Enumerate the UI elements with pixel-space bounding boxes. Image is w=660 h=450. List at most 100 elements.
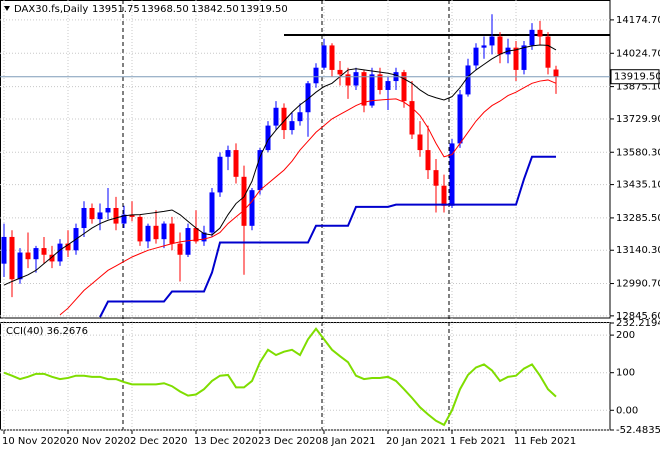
- candle-body: [457, 94, 463, 144]
- overlay-line: [99, 155, 556, 318]
- candle-body: [241, 176, 247, 226]
- candle-body: [161, 223, 167, 240]
- candle-body: [249, 190, 255, 226]
- candle-body: [353, 72, 359, 86]
- candle-body: [553, 69, 559, 77]
- candle-body: [89, 207, 95, 220]
- candle-body: [473, 47, 479, 66]
- cci-panel-frame: [0, 322, 611, 431]
- candle-body: [385, 81, 391, 90]
- candle-body: [153, 225, 159, 240]
- y-tick-label: 13140.30: [616, 245, 660, 256]
- candle-body: [433, 170, 439, 186]
- y-tick-label: 13875.10: [616, 82, 660, 93]
- candle-body: [57, 243, 63, 262]
- candle-body: [201, 232, 207, 242]
- y-tick-label: 12990.70: [616, 279, 660, 290]
- candle-body: [17, 252, 23, 280]
- candle-body: [81, 207, 87, 229]
- x-tick-label: 20 Nov 2020: [66, 436, 130, 447]
- candle-body: [297, 112, 303, 122]
- candle-body: [273, 107, 279, 126]
- y-tick-label: 13435.10: [616, 180, 660, 191]
- candle-body: [49, 254, 55, 262]
- candle-body: [321, 45, 327, 68]
- overlay-line: [59, 79, 557, 316]
- candle-body: [425, 150, 431, 171]
- candle-body: [345, 74, 351, 86]
- candle-body: [481, 45, 487, 48]
- candle-body: [449, 143, 455, 206]
- candle-body: [33, 248, 39, 260]
- candle-body: [113, 207, 119, 224]
- header-open: 13951.75: [92, 4, 140, 15]
- current-price-label: 13919.50: [614, 72, 660, 83]
- header-high: 13968.50: [141, 4, 189, 15]
- main-panel-frame: [0, 0, 611, 319]
- candle-body: [313, 67, 319, 84]
- x-tick-label: 13 Dec 2020: [194, 436, 258, 447]
- x-tick-label: 2 Dec 2020: [130, 436, 188, 447]
- candle-body: [209, 192, 215, 233]
- candle-body: [513, 47, 519, 70]
- candle-body: [105, 207, 111, 213]
- symbol-label: DAX30.fs,Daily: [14, 4, 88, 15]
- y-tick-label: 14024.70: [616, 48, 660, 59]
- candle-body: [169, 223, 175, 244]
- candle-body: [97, 212, 103, 220]
- candle-body: [257, 150, 263, 191]
- header-close: 13919.50: [240, 4, 288, 15]
- candle-body: [145, 225, 151, 242]
- x-tick-label: 23 Dec 2020: [258, 436, 322, 447]
- header-arrow: [4, 6, 10, 11]
- candle-body: [41, 248, 47, 255]
- candle-body: [361, 72, 367, 106]
- cci-line: [3, 327, 557, 427]
- y-tick-label: 14174.70: [616, 15, 660, 26]
- candle-body: [537, 29, 543, 37]
- candle-body: [417, 134, 423, 151]
- candle-body: [329, 45, 335, 70]
- candle-body: [281, 107, 287, 131]
- candle-body: [265, 125, 271, 151]
- x-tick-label: 20 Jan 2021: [386, 436, 446, 447]
- candle-body: [521, 45, 527, 70]
- candle-body: [177, 243, 183, 255]
- candle-body: [25, 252, 31, 260]
- x-tick-label: 1 Feb 2021: [450, 436, 506, 447]
- header-low: 13842.50: [191, 4, 239, 15]
- candle-body: [193, 228, 199, 242]
- candle-body: [185, 228, 191, 255]
- candle-body: [529, 29, 535, 46]
- y-tick-label: 100: [616, 368, 635, 379]
- candle-body: [401, 72, 407, 102]
- candle-body: [217, 156, 223, 193]
- candle-body: [305, 83, 311, 113]
- candle-body: [289, 121, 295, 131]
- candle-body: [9, 236, 15, 280]
- candle-body: [545, 36, 551, 68]
- y-tick-label: -52.4835: [616, 425, 660, 436]
- y-tick-label: 13285.50: [616, 213, 660, 224]
- x-tick-label: 8 Jan 2021: [322, 436, 376, 447]
- overlay-line: [3, 44, 557, 286]
- candle-body: [337, 69, 343, 75]
- candle-body: [137, 216, 143, 242]
- candle-body: [129, 214, 135, 217]
- indicator-label: CCI(40) 36.2676: [6, 326, 88, 337]
- y-tick-label: 13729.90: [616, 114, 660, 125]
- current-price-box: [610, 69, 660, 85]
- candle-body: [497, 36, 503, 55]
- candle-body: [1, 236, 7, 264]
- x-tick-label: 10 Nov 2020: [2, 436, 66, 447]
- y-tick-label: 232.2194: [616, 318, 660, 329]
- candle-body: [441, 185, 447, 206]
- candle-body: [409, 101, 415, 135]
- candle-body: [65, 243, 71, 251]
- candle-body: [121, 214, 127, 224]
- y-tick-label: 200: [616, 330, 635, 341]
- x-tick-label: 11 Feb 2021: [514, 436, 576, 447]
- candle-body: [377, 74, 383, 90]
- candle-body: [225, 150, 231, 157]
